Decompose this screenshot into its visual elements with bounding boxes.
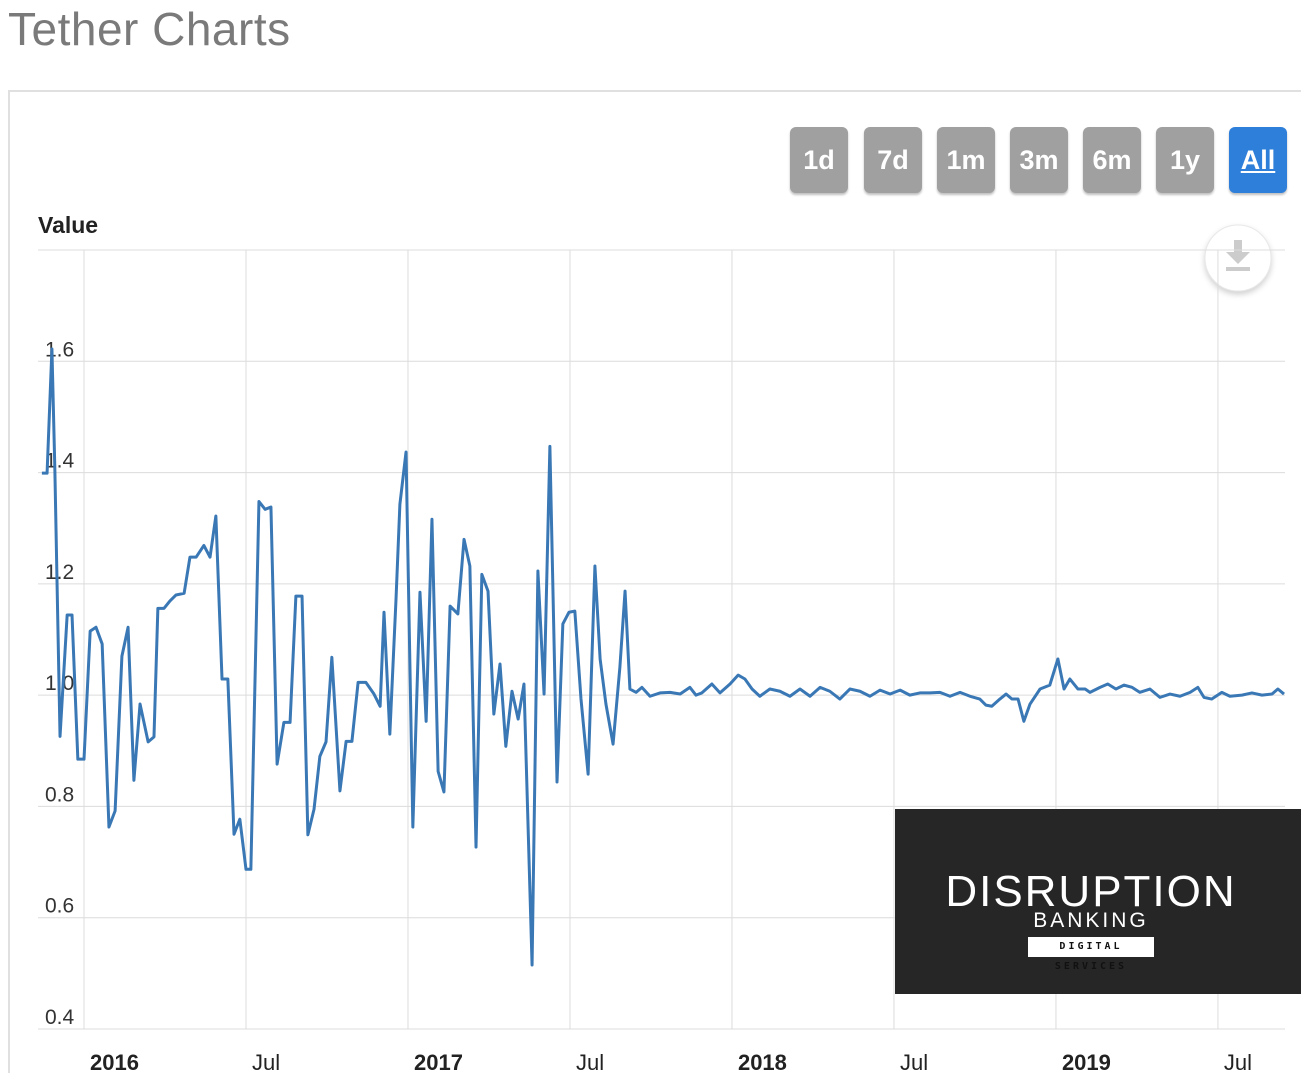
x-tick-label: 2017	[414, 1050, 463, 1073]
page-title: Tether Charts	[8, 3, 291, 55]
y-tick-label: 1.4	[45, 450, 75, 473]
range-button[interactable]: 3m	[1010, 127, 1068, 193]
download-button[interactable]	[1204, 224, 1272, 292]
x-tick-label: 2016	[90, 1050, 139, 1073]
download-icon	[1226, 252, 1250, 264]
range-button[interactable]: 1y	[1156, 127, 1214, 193]
download-icon	[1226, 267, 1250, 271]
y-tick-label: 1.6	[45, 338, 74, 361]
watermark: DISRUPTION BANKING DIGITAL SERVICES	[895, 809, 1301, 994]
x-tick-label: Jul	[900, 1050, 928, 1073]
range-button[interactable]: 1m	[937, 127, 995, 193]
range-button[interactable]: All	[1229, 127, 1287, 193]
x-tick-label: 2018	[738, 1050, 787, 1073]
x-tick-label: 2019	[1062, 1050, 1111, 1073]
watermark-tagline: DIGITAL SERVICES	[1028, 937, 1154, 972]
range-button[interactable]: 1d	[790, 127, 848, 193]
y-tick-label: 0.6	[45, 895, 74, 918]
chart-panel	[8, 90, 1301, 1073]
y-axis-title: Value	[38, 212, 98, 238]
y-tick-label: 1.2	[45, 561, 74, 584]
range-button[interactable]: 7d	[864, 127, 922, 193]
x-tick-label: Jul	[576, 1050, 604, 1073]
x-tick-label: Jul	[1224, 1050, 1252, 1073]
y-tick-label: 0.4	[45, 1006, 75, 1029]
watermark-title: DISRUPTION	[945, 867, 1237, 916]
download-icon	[1234, 240, 1242, 254]
y-tick-label: 0.8	[45, 783, 74, 806]
x-tick-label: Jul	[252, 1050, 280, 1073]
watermark-subtitle: BANKING	[1033, 909, 1149, 932]
range-button[interactable]: 6m	[1083, 127, 1141, 193]
data-line	[41, 347, 1285, 967]
